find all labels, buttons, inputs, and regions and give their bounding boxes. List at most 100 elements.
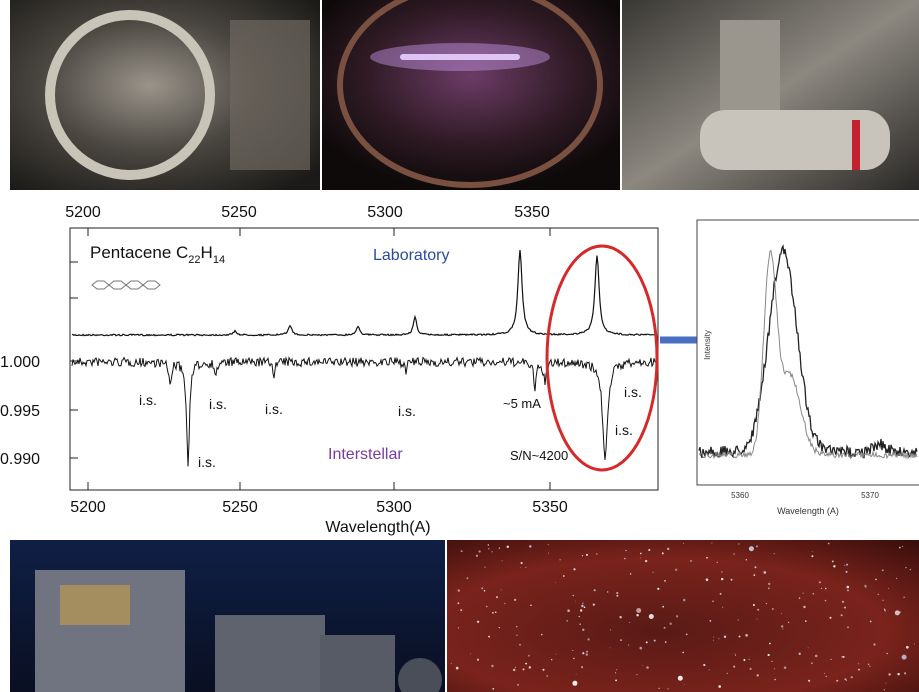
- star: [733, 666, 735, 668]
- star: [548, 553, 549, 554]
- star: [596, 553, 598, 555]
- star: [733, 553, 734, 554]
- star: [616, 669, 617, 670]
- snr-label: S/N~4200: [510, 448, 568, 463]
- y-tick: 0.990: [0, 451, 40, 468]
- star: [788, 622, 789, 623]
- star: [875, 579, 877, 581]
- star: [784, 666, 787, 669]
- star: [895, 610, 900, 615]
- inset-x-label: Wavelength (A): [777, 506, 839, 516]
- star: [828, 543, 830, 545]
- star: [610, 648, 611, 649]
- star: [567, 609, 570, 612]
- inset-y-label: Intensity: [703, 330, 712, 360]
- star: [750, 668, 752, 670]
- star: [654, 640, 656, 642]
- figure: 5200 5250 5300 5350 Pentacene C22H14 Lab…: [0, 0, 919, 692]
- star: [803, 593, 804, 594]
- x-tick: 5300: [376, 499, 412, 516]
- star: [858, 663, 859, 664]
- x-tick: 5250: [222, 499, 258, 516]
- star: [812, 551, 813, 552]
- ism-label: Interstellar: [328, 446, 403, 463]
- is-label: i.s.: [615, 422, 633, 438]
- photo-discharge: [322, 0, 620, 190]
- star: [910, 569, 911, 570]
- star: [811, 555, 813, 557]
- star: [640, 647, 643, 650]
- star: [721, 571, 722, 572]
- star: [718, 685, 721, 688]
- star: [735, 655, 736, 656]
- star: [607, 591, 608, 592]
- star: [882, 569, 884, 571]
- star: [582, 555, 583, 556]
- star: [516, 626, 517, 627]
- star: [573, 568, 575, 570]
- star: [843, 656, 845, 658]
- star: [458, 589, 460, 591]
- star: [774, 553, 775, 554]
- star: [521, 562, 523, 564]
- star: [586, 653, 588, 655]
- current-label: ~5 mA: [503, 396, 541, 411]
- star: [664, 627, 666, 629]
- star: [492, 688, 494, 690]
- star: [461, 550, 463, 552]
- star: [645, 560, 647, 562]
- subscript: 22: [188, 254, 200, 266]
- star: [844, 678, 846, 680]
- top-tick: 5250: [221, 204, 257, 221]
- star: [768, 654, 770, 656]
- star: [514, 599, 516, 601]
- star: [846, 564, 848, 566]
- star: [847, 626, 849, 628]
- star: [676, 615, 678, 617]
- star: [903, 597, 905, 599]
- star: [664, 580, 666, 582]
- star: [813, 593, 815, 595]
- top-tick: 5300: [367, 204, 403, 221]
- star: [555, 582, 556, 583]
- star: [756, 545, 758, 547]
- star: [624, 558, 625, 559]
- star: [781, 613, 782, 614]
- star: [836, 680, 838, 682]
- star: [581, 666, 583, 668]
- star: [734, 653, 735, 654]
- star: [805, 620, 807, 622]
- star: [582, 603, 584, 605]
- star: [499, 548, 500, 549]
- star: [899, 547, 901, 549]
- star: [831, 659, 832, 660]
- star: [495, 612, 497, 614]
- star: [706, 578, 709, 581]
- star: [496, 596, 498, 598]
- star: [703, 664, 705, 666]
- star: [662, 552, 664, 554]
- star: [851, 676, 853, 678]
- is-label: i.s.: [624, 384, 642, 400]
- star: [529, 545, 531, 547]
- star: [648, 549, 650, 551]
- star: [458, 602, 460, 604]
- star: [883, 600, 884, 601]
- top-tick: 5200: [65, 204, 101, 221]
- star: [610, 629, 611, 630]
- star: [620, 639, 622, 641]
- star: [844, 565, 845, 566]
- title-text: Pentacene C: [90, 243, 188, 262]
- star: [572, 681, 577, 686]
- star: [686, 634, 688, 636]
- star: [769, 643, 771, 645]
- photo-apparatus: [622, 0, 919, 190]
- star: [826, 676, 827, 677]
- star: [636, 614, 638, 616]
- star: [559, 559, 560, 560]
- star: [594, 589, 596, 591]
- star: [830, 617, 832, 619]
- molecule-title: Pentacene C22H14: [90, 243, 225, 266]
- star: [551, 659, 552, 660]
- star: [477, 621, 479, 623]
